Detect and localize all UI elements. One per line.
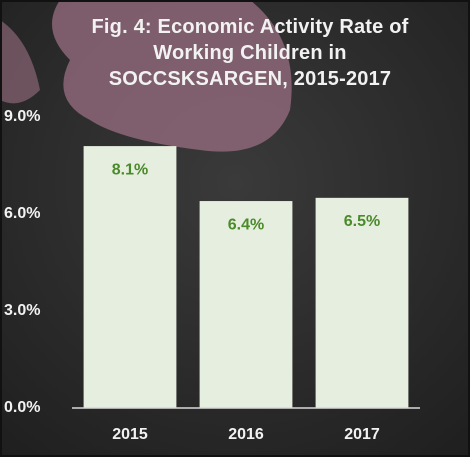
hand-shape <box>0 20 40 104</box>
y-tick-label: 3.0% <box>4 302 40 319</box>
value-label: 8.1% <box>112 161 148 178</box>
y-tick-label: 9.0% <box>4 108 40 125</box>
y-tick-label: 0.0% <box>4 399 40 416</box>
value-label: 6.4% <box>228 216 264 233</box>
hand-shape <box>52 0 292 152</box>
bar <box>315 197 409 408</box>
bar <box>199 201 293 408</box>
x-tick-label: 2015 <box>112 426 148 443</box>
x-tick-label: 2016 <box>228 426 264 443</box>
chart-title: Fig. 4: Economic Activity Rate of Workin… <box>91 16 409 90</box>
x-tick-label: 2017 <box>344 426 380 443</box>
value-label: 6.5% <box>344 213 380 230</box>
y-tick-label: 6.0% <box>4 205 40 222</box>
bar <box>83 146 177 408</box>
